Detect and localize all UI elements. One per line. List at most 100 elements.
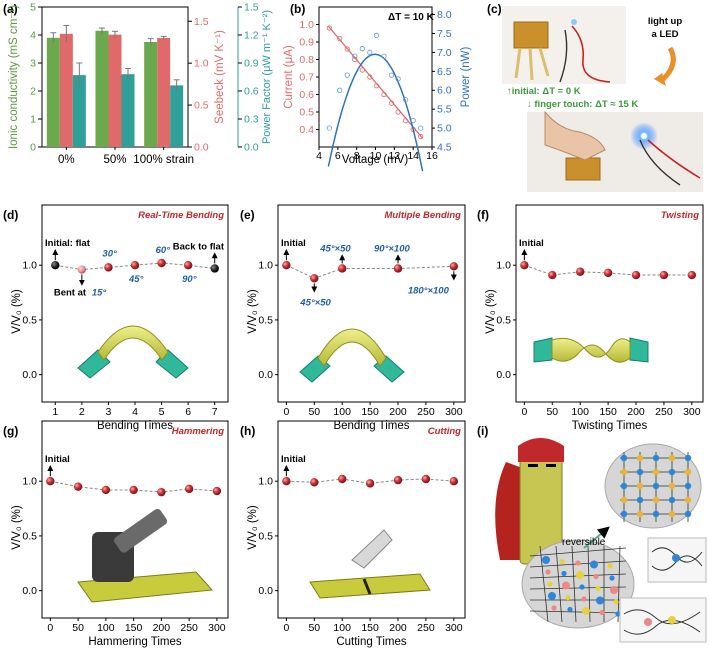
node-icon [596,596,604,605]
data-point [337,474,347,484]
panel-e: (e) Multiple Bending 0 50 100 150 200 250 300 0.0… [240,204,466,432]
current-point [359,67,365,73]
chain-line [587,545,591,623]
angle-label: 45° [128,274,144,285]
hammer-handle-icon [114,508,168,553]
y-axis-label: V/V₀ (%) [485,289,497,334]
panel-f-label: (f) [477,208,489,222]
tick-label: 0.9 [244,58,259,70]
node-icon [593,573,599,580]
led-label: a LED [652,29,679,40]
plot-frame [41,204,229,403]
data-point [73,482,83,491]
node-icon [652,454,660,462]
node-icon [620,454,628,462]
y-axis-label: V/V₀ (%) [247,289,259,334]
node-icon [684,496,692,504]
current-fit-line [327,25,424,139]
tick-label: 1.0 [299,19,314,31]
tick-label: 4 [132,406,138,418]
chain-line [617,545,621,623]
node-icon [636,468,644,476]
node-icon [576,571,584,579]
y-axis-label: V/V₀ (%) [11,289,23,334]
device-top-icon [513,21,549,49]
category-label: 50% [103,154,126,166]
tick-label: 0.0 [496,369,511,381]
tick-label: 250 [417,406,435,418]
node-icon [620,482,628,490]
angle-label: 90° [182,274,197,285]
hero-mask-icon [518,438,564,462]
power-point [395,76,401,82]
reversible-label: reversible [562,537,606,548]
data-point [520,260,529,270]
data-point [130,260,140,270]
hero-eye-icon [528,464,538,467]
panel-a-ylabel-pf: Power Factor (μW m⁻¹ K⁻²) [261,10,273,144]
tick-label: 0.5 [258,314,273,326]
bar-0 [46,37,60,147]
light-up-label: light up [648,16,682,27]
panel-a-bars [46,24,184,148]
tick-label: 200 [389,622,407,634]
power-point [337,87,343,93]
node-icon [599,609,605,616]
panel-a-label: (a) [3,2,18,16]
node-icon [545,569,551,575]
network-grid-icon [620,452,692,522]
bending-illustration-d [77,325,189,379]
tick-label: 0.5 [194,100,209,112]
node-icon [562,581,570,590]
hero-eye-icon [546,464,556,467]
tick-label: 300 [208,622,226,634]
tick-label: 200 [153,622,171,634]
multi-bend-label: 45°×50 [299,297,331,308]
panel-a-seebeck-axis: 0.0 0.5 1.0 1.5 [188,16,209,154]
twisting-illustration-f [533,337,649,363]
tick-label: 8 [354,150,360,162]
node-icon [684,468,692,476]
data-point [157,487,166,497]
current-point [418,133,424,140]
data-point [575,267,585,276]
panel-h: (h) Cutting 0 50 100 150 200 250 300 0.0 0.5 1.0 Cut… [240,420,466,648]
tick-label: 300 [445,622,463,634]
tick-label: 50 [546,406,558,418]
tick-label: 10 [370,150,382,162]
node-icon [548,592,556,600]
chain-line [571,545,577,623]
data-point [393,264,403,273]
tick-label: 1.5 [244,2,259,14]
panel-b-content: 4 6 8 10 12 14 16 0.4 0.5 0.6 0.7 0.8 0.9 1.0 4.5 5.0 5.… [299,9,452,172]
panel-d-label: (d) [3,208,18,222]
tick-label: 50 [72,622,84,634]
node-icon [684,482,692,490]
current-point [352,56,358,63]
data-point [310,274,319,283]
tick-label: 5.5 [437,104,452,116]
tick-label: 1.0 [194,58,209,70]
tick-label: 3 [30,58,36,70]
node-icon [547,581,553,587]
node-icon [652,496,660,504]
tick-label: 6 [185,406,191,418]
tick-label: 0.5 [496,314,511,326]
tick-label: 16 [426,150,438,162]
angle-label: 15° [92,288,107,299]
node-icon [636,454,644,462]
tick-label: 0.0 [244,142,259,154]
data-point [393,475,403,485]
panel-b-plot-frame [318,6,433,148]
panel-c-label: (c) [487,2,502,16]
tick-label: 5 [30,2,36,14]
tick-label: 250 [655,406,673,418]
chain-line [529,586,627,590]
node-icon [652,510,660,518]
tick-label: 50 [308,406,320,418]
initial-annotation: Initial [281,238,306,249]
node-icon [582,607,590,615]
wire-bottom-icon [647,139,701,179]
node-icon [668,510,676,518]
tick-label: 0.0 [22,585,37,597]
